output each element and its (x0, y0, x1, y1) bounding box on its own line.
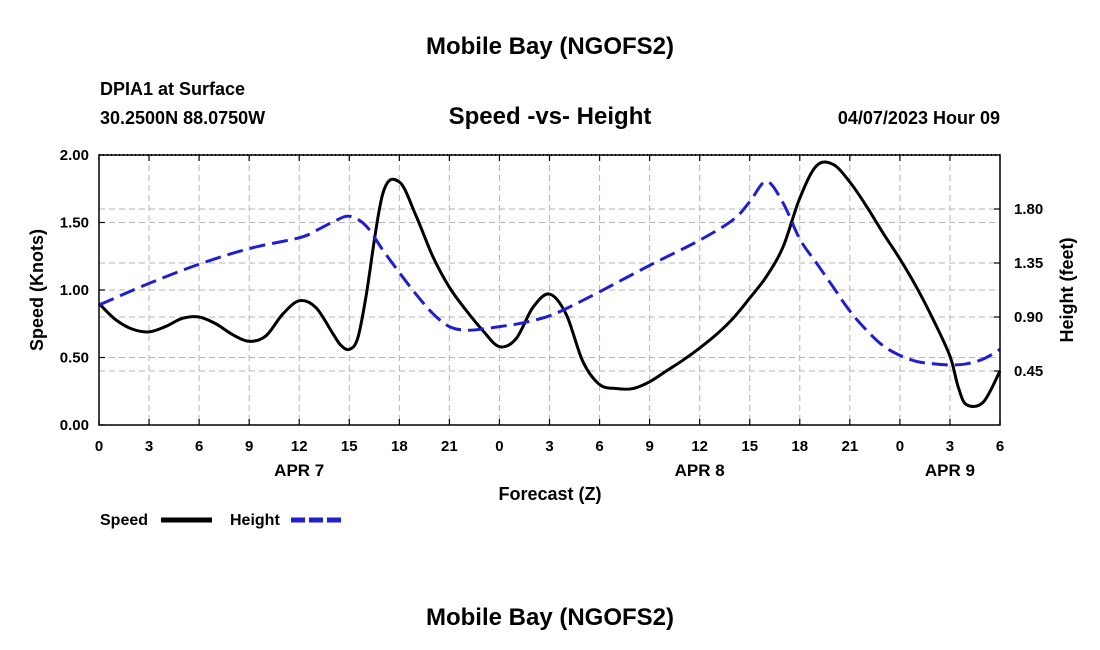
y-left-tick-label: 0.50 (60, 350, 89, 367)
chart-title: Speed -vs- Height (449, 103, 652, 130)
y-right-axis-label: Height (feet) (1057, 238, 1077, 343)
x-tick-label: 12 (691, 438, 708, 455)
x-tick-label: 0 (95, 438, 103, 455)
series-layer (97, 160, 1002, 408)
grid (99, 155, 1000, 425)
x-tick-label: 9 (645, 438, 653, 455)
x-tick-label: 6 (595, 438, 603, 455)
axes-layer: 0 3 6 9 12 15 18 21 0 3 6 9 12 15 18 21 0 3 6 APR 7 APR 8 APR… (60, 147, 1043, 480)
height-series-line (98, 179, 1001, 367)
y-left-axis-label: Speed (Knots) (27, 229, 47, 351)
x-tick-label: 15 (341, 438, 358, 455)
y-left-tick-label: 0.00 (60, 417, 89, 434)
x-tick-label: 0 (896, 438, 904, 455)
date-label: 04/07/2023 Hour 09 (838, 108, 1000, 128)
coords-label: 30.2500N 88.0750W (100, 108, 265, 128)
y-right-tick-label: 0.45 (1014, 363, 1043, 380)
x-tick-label: 21 (841, 438, 858, 455)
x-date-label: APR 8 (675, 461, 725, 480)
legend-speed-label: Speed (100, 512, 148, 529)
y-left-tick-label: 1.50 (60, 215, 89, 232)
x-tick-label: 3 (145, 438, 153, 455)
y-right-tick-label: 1.80 (1014, 201, 1043, 218)
y-right-tick-label: 1.35 (1014, 255, 1043, 272)
x-tick-label: 12 (291, 438, 308, 455)
y-left-tick-label: 2.00 (60, 147, 89, 164)
y-left-tick-label: 1.00 (60, 282, 89, 299)
legend-height-label: Height (230, 512, 280, 529)
footer-title: Mobile Bay (NGOFS2) (426, 604, 674, 631)
x-tick-label: 15 (741, 438, 758, 455)
y-right-tick-label: 0.90 (1014, 309, 1043, 326)
x-tick-label: 18 (391, 438, 408, 455)
x-tick-label: 3 (545, 438, 553, 455)
x-tick-label: 21 (441, 438, 458, 455)
x-tick-label: 6 (996, 438, 1004, 455)
x-tick-label: 0 (495, 438, 503, 455)
x-tick-label: 3 (946, 438, 954, 455)
x-tick-label: 18 (791, 438, 808, 455)
page-title: Mobile Bay (NGOFS2) (426, 33, 674, 60)
x-date-label: APR 9 (925, 461, 975, 480)
x-tick-label: 6 (195, 438, 203, 455)
x-date-label: APR 7 (274, 461, 324, 480)
speed-series-line (97, 160, 1002, 408)
x-axis-label: Forecast (Z) (498, 484, 601, 504)
station-label: DPIA1 at Surface (100, 79, 245, 99)
x-tick-label: 9 (245, 438, 253, 455)
